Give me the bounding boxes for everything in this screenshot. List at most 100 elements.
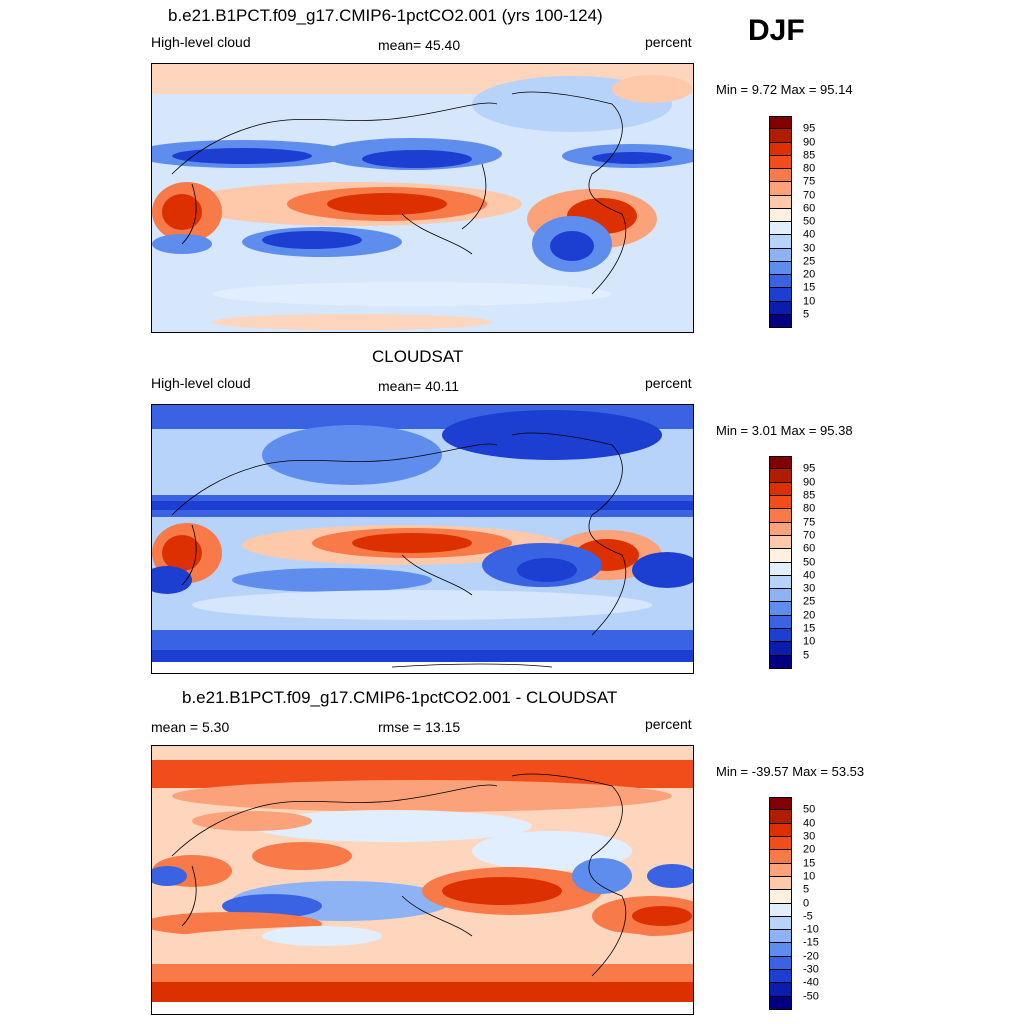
colorbar-tick-label: -40: [803, 976, 819, 989]
colorbar-swatch: [769, 890, 792, 904]
colorbar-swatch: [769, 810, 792, 824]
colorbar-swatch: [769, 903, 792, 917]
colorbar-tick-label: 25: [803, 255, 816, 268]
colorbar-swatch: [769, 288, 792, 302]
colorbar-swatch: [769, 482, 792, 496]
colorbar-tick-label: 25: [803, 595, 816, 608]
colorbar-swatch: [769, 642, 792, 656]
colorbar-swatch: [769, 602, 792, 616]
colorbar-swatch: [769, 522, 792, 536]
colorbar-swatch: [769, 495, 792, 510]
colorbar-tick-label: 10: [803, 635, 816, 648]
colorbar-swatch: [769, 195, 792, 209]
map-diff-field: [152, 746, 693, 1014]
map-panel-model: [151, 63, 694, 333]
panel-left-label: High-level cloud: [151, 375, 251, 391]
colorbar-swatch: [769, 943, 792, 957]
colorbar-tick-label: 40: [803, 569, 816, 582]
colorbar-tick-label: 20: [803, 609, 816, 622]
colorbar-swatch: [769, 956, 792, 971]
colorbar-tick-label: 30: [803, 582, 816, 595]
panel-units-label: percent: [645, 34, 692, 50]
panel-mean-label: mean = 5.30: [151, 719, 230, 735]
colorbar-tick-label: 60: [803, 202, 816, 215]
colorbar-swatch: [769, 248, 792, 262]
colorbar-tick-label: 50: [803, 803, 816, 816]
colorbar-tick-label: 50: [803, 215, 816, 228]
colorbar-tick-label: 50: [803, 556, 816, 568]
colorbar-swatch: [769, 589, 792, 603]
colorbar-tick-label: 5: [803, 883, 810, 896]
colorbar-swatch: [769, 996, 792, 1010]
season-label: DJF: [748, 14, 805, 47]
colorbar-swatch: [769, 235, 792, 249]
colorbar-tick-label: 40: [803, 817, 816, 830]
colorbar-tick-label: -20: [803, 950, 819, 963]
colorbar-swatch: [769, 863, 792, 877]
colorbar-tick-label: 15: [803, 857, 816, 870]
colorbar-swatch: [769, 930, 792, 944]
colorbar-tick-label: 10: [803, 295, 816, 307]
colorbar-swatch: [769, 575, 792, 590]
colorbar-tick-label: -10: [803, 923, 819, 936]
colorbar-tick-label: 95: [803, 462, 816, 475]
map-model-field: [152, 64, 693, 332]
map-panel-obs: [151, 404, 694, 674]
panel-minmax: Min = -39.57 Max = 53.53: [716, 764, 865, 779]
colorbar-tick-label: 75: [803, 175, 816, 188]
colorbar-swatch: [769, 549, 792, 563]
colorbar-tick-label: 5: [803, 308, 810, 321]
colorbar-swatch: [769, 629, 792, 643]
colorbar-swatch: [769, 655, 792, 669]
panel-title: b.e21.B1PCT.f09_g17.CMIP6-1pctCO2.001 - …: [182, 688, 618, 707]
colorbar-swatch: [769, 301, 792, 315]
colorbar-tick-label: -30: [803, 963, 819, 976]
colorbar-swatch: [769, 314, 792, 328]
colorbar-swatch: [769, 208, 792, 222]
colorbar-tick-label: 10: [803, 870, 816, 883]
colorbar-swatch: [769, 850, 792, 864]
colorbar-tick-label: 90: [803, 476, 816, 489]
colorbar-swatch: [769, 469, 792, 483]
colorbar-tick-label: -5: [803, 910, 813, 923]
colorbar-tick-label: 30: [803, 242, 816, 254]
colorbar-swatch: [769, 142, 792, 156]
colorbar-tick-label: 75: [803, 516, 816, 529]
colorbar-swatch: [769, 169, 792, 183]
panel-title: b.e21.B1PCT.f09_g17.CMIP6-1pctCO2.001 (y…: [168, 6, 603, 25]
map-obs-field: [152, 405, 693, 673]
colorbar-tick-label: 15: [803, 281, 816, 294]
colorbar-tick-label: 20: [803, 268, 816, 281]
colorbar-swatch: [769, 275, 792, 289]
colorbar-swatch: [769, 615, 792, 630]
panel-minmax: Min = 9.72 Max = 95.14: [716, 82, 853, 97]
colorbar-swatch: [769, 116, 792, 130]
map-panel-diff: [151, 745, 694, 1015]
colorbar-tick-label: -15: [803, 936, 819, 949]
colorbar-swatch: [769, 970, 792, 984]
colorbar-swatch: [769, 155, 792, 169]
colorbar-tick-label: 80: [803, 502, 816, 515]
colorbar-tick-label: 30: [803, 830, 816, 843]
colorbar-swatch: [769, 182, 792, 196]
colorbar-swatch: [769, 222, 792, 236]
panel-units-label: percent: [645, 716, 692, 732]
colorbar-swatch: [769, 836, 792, 851]
colorbar-swatch: [769, 916, 792, 931]
colorbar-tick-label: 90: [803, 136, 816, 148]
panel-rmse-label: rmse = 13.15: [378, 719, 461, 735]
colorbar-swatch: [769, 983, 792, 997]
colorbar-tick-label: 70: [803, 529, 816, 542]
colorbar-swatch: [769, 535, 792, 550]
panel-title: CLOUDSAT: [372, 347, 464, 366]
colorbar-tick-label: 80: [803, 162, 816, 175]
colorbar-tick-label: 15: [803, 622, 816, 635]
panel-mean-label: mean= 45.40: [378, 37, 461, 53]
colorbar-swatch: [769, 876, 792, 891]
colorbar-tick-label: 85: [803, 489, 816, 502]
panel-minmax: Min = 3.01 Max = 95.38: [716, 423, 853, 438]
colorbar-tick-label: -50: [803, 990, 819, 1003]
colorbar-swatch: [769, 509, 792, 523]
colorbar-swatch: [769, 823, 792, 837]
colorbar-tick-label: 40: [803, 228, 816, 241]
